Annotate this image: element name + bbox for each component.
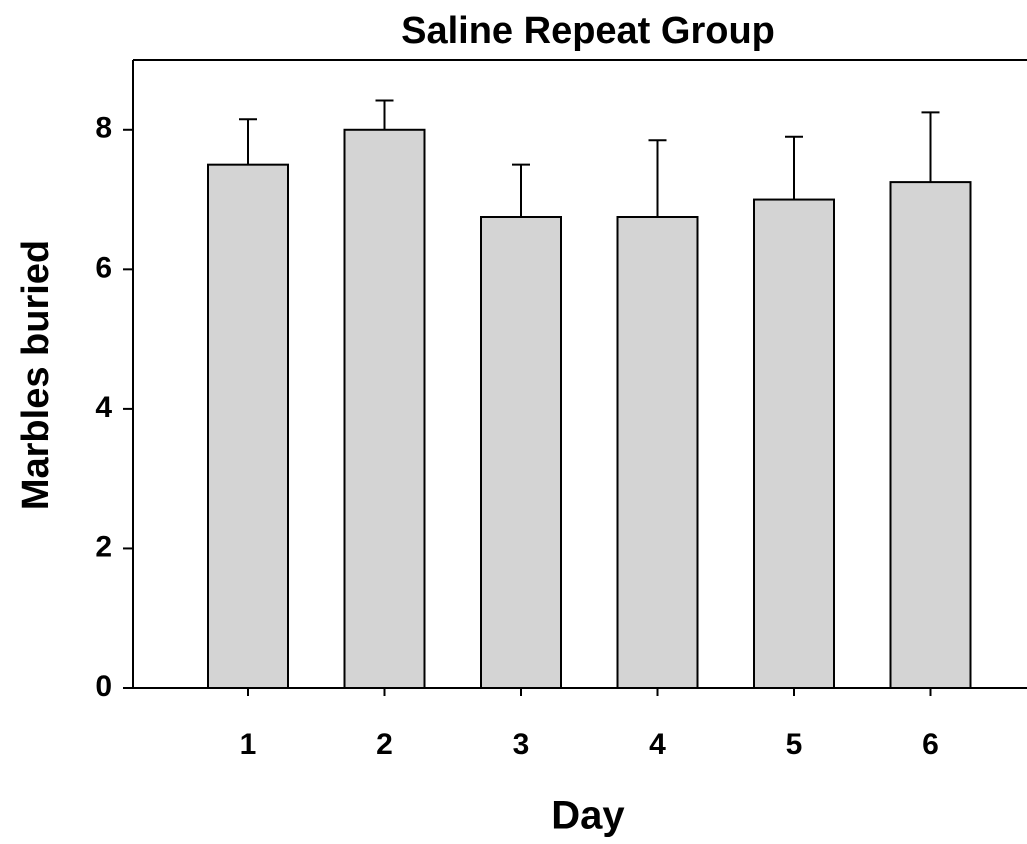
x-tick-label: 2: [376, 728, 393, 761]
x-tick-label: 6: [922, 728, 939, 761]
x-tick-label: 1: [240, 728, 257, 761]
y-tick-label: 2: [95, 530, 112, 563]
bar: [343, 128, 426, 689]
x-tick-label: 5: [786, 728, 803, 761]
y-tick-label: 8: [95, 112, 112, 145]
bar: [616, 216, 699, 689]
y-tick-label: 4: [95, 391, 112, 424]
bar: [480, 216, 562, 689]
x-tick-label: 3: [513, 728, 530, 761]
x-tick-label: 4: [649, 728, 666, 761]
y-axis-label: Marbles buried: [15, 240, 57, 510]
bar: [753, 198, 835, 690]
chart-title: Saline Repeat Group: [401, 10, 775, 52]
bar: [207, 163, 289, 689]
bar: [889, 181, 972, 689]
x-axis-label: Day: [551, 794, 625, 838]
y-tick-label: 0: [95, 670, 112, 703]
y-tick-label: 6: [95, 251, 112, 284]
